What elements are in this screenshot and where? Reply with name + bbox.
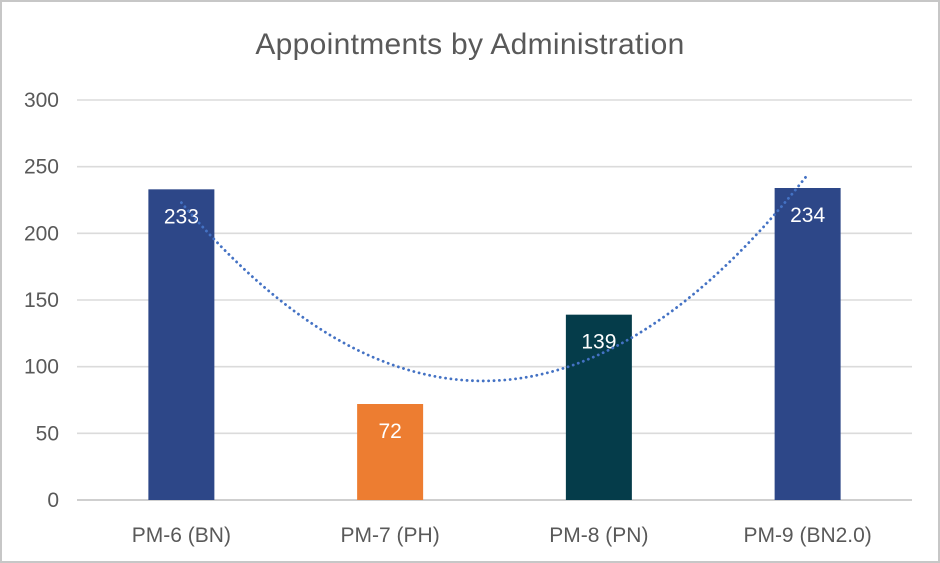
x-axis-label: PM-8 (PN) xyxy=(549,524,648,547)
bar-data-label: 72 xyxy=(378,420,401,443)
x-axis-label: PM-7 (PH) xyxy=(341,524,440,547)
y-tick-label-0: 0 xyxy=(47,489,59,512)
y-tick-label-50: 50 xyxy=(36,422,59,445)
bar-data-label: 234 xyxy=(790,204,825,227)
bar-pm-6-bn xyxy=(148,189,215,501)
y-tick-label-100: 100 xyxy=(24,356,59,379)
y-tick-label-250: 250 xyxy=(24,156,59,179)
chart-title: Appointments by Administration xyxy=(255,28,685,61)
x-axis-label: PM-9 (BN2.0) xyxy=(743,524,871,547)
bar-pm-9-bn2-0 xyxy=(774,188,841,500)
y-tick-label-200: 200 xyxy=(24,222,59,245)
bar-pm-7-ph xyxy=(357,404,424,500)
x-axis-label: PM-6 (BN) xyxy=(132,524,231,547)
bar-data-label: 139 xyxy=(581,331,616,354)
trendline-path xyxy=(179,173,810,383)
bar-data-label: 233 xyxy=(164,205,199,228)
y-tick-label-150: 150 xyxy=(24,289,59,312)
y-tick-label-300: 300 xyxy=(24,89,59,112)
bar-pm-8-pn xyxy=(565,314,632,500)
